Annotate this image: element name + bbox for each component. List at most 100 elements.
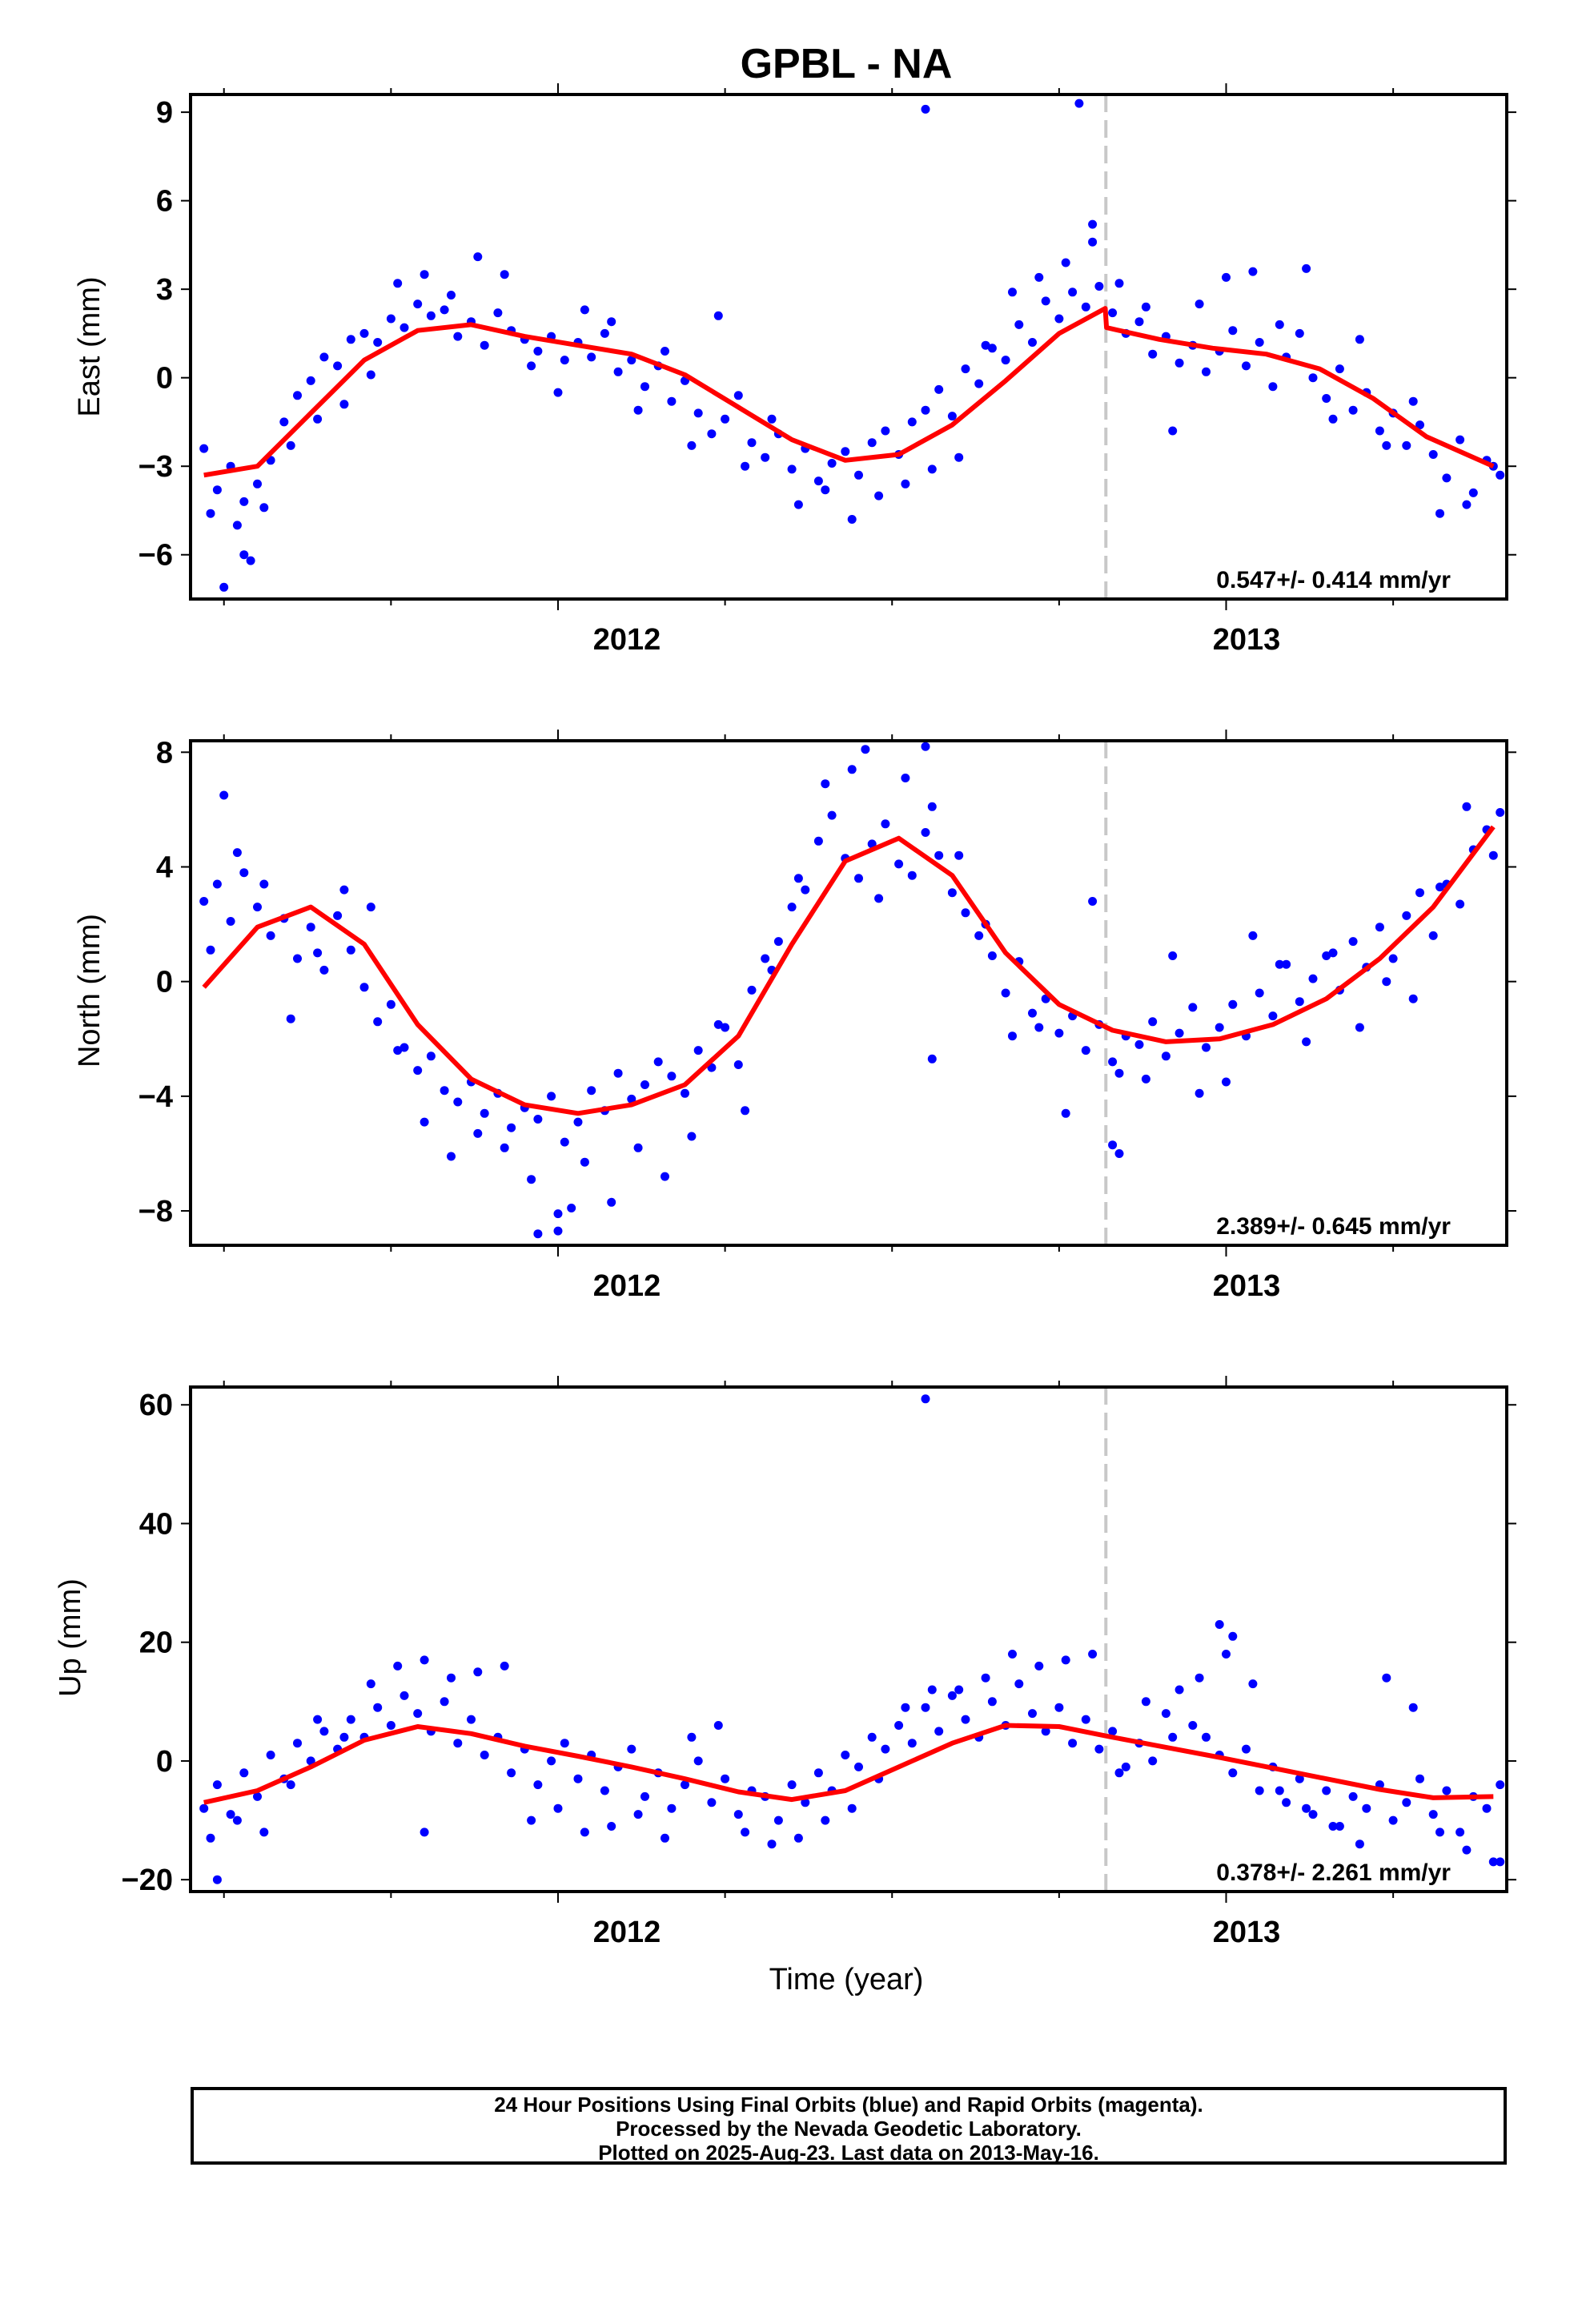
data-point bbox=[1355, 1839, 1364, 1849]
data-point bbox=[553, 388, 563, 397]
data-point bbox=[821, 779, 830, 789]
data-point bbox=[633, 405, 643, 415]
data-point bbox=[1295, 1774, 1304, 1783]
data-point bbox=[947, 1691, 957, 1700]
data-point bbox=[447, 291, 456, 300]
data-point bbox=[1268, 382, 1278, 392]
data-point bbox=[954, 850, 964, 860]
data-point bbox=[847, 515, 857, 524]
data-point bbox=[199, 897, 209, 906]
data-point bbox=[246, 556, 255, 565]
data-point bbox=[961, 364, 970, 374]
data-point bbox=[1275, 1786, 1284, 1795]
data-point bbox=[841, 447, 850, 456]
data-point bbox=[827, 810, 837, 820]
data-point bbox=[1148, 349, 1158, 359]
ytick-label: 0 bbox=[156, 966, 173, 999]
data-point bbox=[293, 954, 302, 963]
data-point bbox=[527, 361, 536, 371]
data-point bbox=[827, 459, 837, 468]
data-point bbox=[767, 414, 777, 424]
data-point bbox=[1174, 358, 1184, 368]
data-point bbox=[560, 1739, 569, 1748]
data-point bbox=[1456, 899, 1465, 909]
data-point bbox=[653, 1057, 663, 1067]
data-point bbox=[1322, 951, 1331, 960]
plot-east: −6 −3 0 3 6 9 bbox=[139, 83, 1516, 610]
data-point bbox=[400, 323, 409, 332]
data-point bbox=[507, 1768, 516, 1778]
data-point bbox=[286, 440, 295, 450]
data-point bbox=[613, 367, 623, 376]
data-point bbox=[1034, 272, 1044, 282]
data-point bbox=[1168, 951, 1178, 960]
data-point bbox=[533, 1229, 543, 1239]
data-point bbox=[934, 384, 944, 394]
data-point bbox=[901, 479, 910, 489]
data-point bbox=[1275, 320, 1284, 329]
data-point bbox=[907, 1739, 917, 1748]
data-point bbox=[1462, 802, 1472, 811]
data-point bbox=[339, 1732, 349, 1742]
data-point bbox=[861, 745, 870, 754]
data-point bbox=[1308, 974, 1318, 983]
data-point bbox=[500, 270, 509, 279]
data-point bbox=[607, 1822, 616, 1831]
data-point bbox=[1134, 1039, 1144, 1049]
data-point bbox=[339, 400, 349, 409]
data-point bbox=[219, 582, 229, 592]
data-point bbox=[874, 491, 884, 501]
data-point bbox=[206, 1833, 215, 1843]
data-point bbox=[587, 1086, 596, 1096]
data-point bbox=[413, 300, 423, 309]
xtick-labels-north: 2012 2013 bbox=[593, 1269, 1281, 1303]
xtick-label-2012-north: 2012 bbox=[593, 1269, 661, 1303]
data-point bbox=[1275, 959, 1284, 969]
data-point bbox=[854, 874, 863, 883]
data-point bbox=[1456, 1827, 1465, 1837]
data-point bbox=[747, 985, 757, 995]
data-point bbox=[681, 1088, 689, 1098]
data-point bbox=[500, 1143, 509, 1152]
data-point bbox=[1028, 1008, 1037, 1018]
data-point bbox=[1088, 1650, 1098, 1659]
data-point bbox=[847, 1803, 857, 1813]
data-point bbox=[921, 405, 930, 415]
ylabel-east: East (mm) bbox=[73, 276, 106, 416]
data-point bbox=[693, 408, 703, 418]
data-point bbox=[440, 1697, 449, 1707]
data-point bbox=[627, 1094, 636, 1104]
data-point bbox=[921, 104, 930, 114]
data-point bbox=[440, 1086, 449, 1096]
data-point bbox=[206, 945, 215, 955]
data-point bbox=[199, 1803, 209, 1813]
data-point bbox=[907, 870, 917, 880]
data-point bbox=[1408, 396, 1418, 406]
data-point bbox=[547, 1092, 556, 1101]
data-point bbox=[1496, 470, 1505, 480]
data-point bbox=[813, 836, 823, 846]
data-point bbox=[453, 1739, 463, 1748]
data-point bbox=[286, 1014, 295, 1023]
data-point bbox=[881, 426, 890, 436]
data-point bbox=[1242, 1744, 1251, 1754]
data-point bbox=[1174, 1028, 1184, 1038]
data-point bbox=[1195, 1088, 1204, 1098]
data-point bbox=[1428, 931, 1438, 940]
data-point bbox=[1081, 1715, 1090, 1724]
xtick-label-2012-east: 2012 bbox=[593, 623, 661, 657]
data-point bbox=[480, 340, 489, 350]
data-point bbox=[313, 1715, 323, 1724]
data-point bbox=[453, 1097, 463, 1107]
data-point bbox=[1302, 1803, 1311, 1813]
data-point bbox=[1248, 931, 1258, 940]
data-point bbox=[587, 352, 596, 362]
data-point bbox=[1355, 335, 1364, 344]
data-point bbox=[1188, 1003, 1198, 1012]
data-point bbox=[313, 948, 323, 958]
data-point bbox=[553, 1803, 563, 1813]
data-point bbox=[1195, 300, 1204, 309]
data-point bbox=[580, 305, 589, 315]
data-point bbox=[1302, 1037, 1311, 1047]
data-point bbox=[901, 774, 910, 782]
